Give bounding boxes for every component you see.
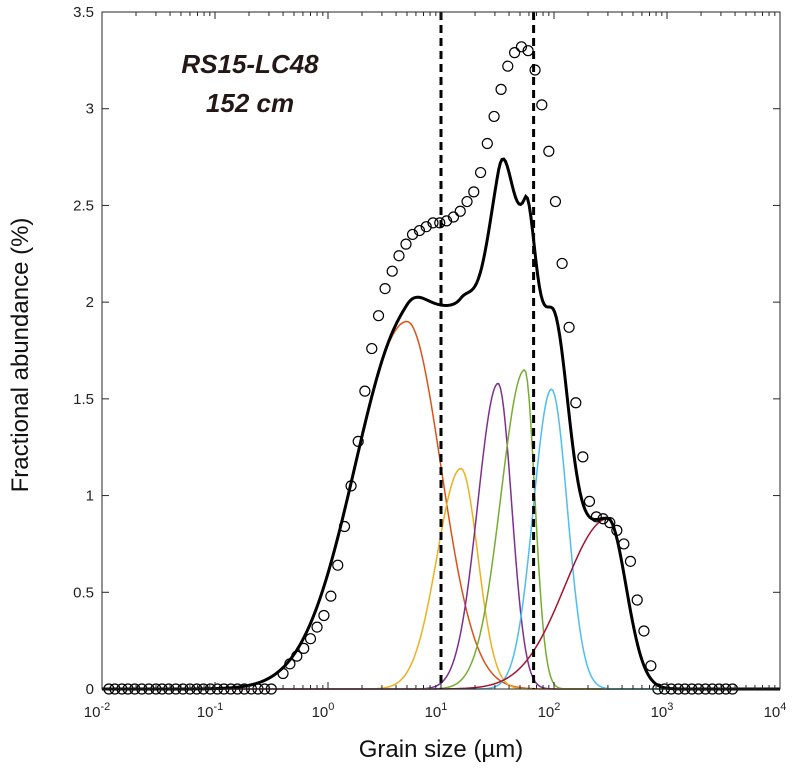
data-point [474,166,487,179]
data-point [570,397,582,409]
data-point [400,238,412,250]
data-point [386,265,398,277]
y-tick-label: 0.5 [73,584,94,601]
x-tick-label: 103 [651,701,674,721]
data-point [583,495,596,507]
data-point [304,633,317,645]
data-point [325,590,337,602]
data-point [454,205,466,217]
data-point [618,538,630,550]
y-tick-label: 0 [86,681,94,698]
data-point [434,217,446,229]
y-tick-label: 3 [86,101,94,118]
data-point [338,520,351,533]
data-point [468,186,480,198]
data-point [645,660,657,672]
data-point [291,650,303,662]
data-point [481,137,493,150]
data-point [318,609,330,622]
data-point [549,195,562,208]
x-tick-label: 101 [425,701,448,721]
y-tick-label: 3.5 [73,4,94,21]
data-point [624,555,637,567]
data-point [502,60,514,72]
data-point [420,221,432,233]
y-tick-label: 2 [86,294,94,311]
y-tick-label: 1.5 [73,391,94,408]
data-point [563,321,575,333]
x-tick-label: 104 [764,701,787,721]
data-point [413,224,426,237]
data-point [611,524,623,536]
data-point [590,511,602,523]
data-point [556,257,568,270]
data-point [366,342,378,355]
y-tick-label: 2.5 [73,197,94,214]
depth-label: 152 cm [206,88,294,118]
y-axis-title: Fractional abundance (%) [7,218,34,493]
x-tick-label: 100 [312,701,335,721]
vertical-reference-lines [439,12,536,689]
data-point [352,435,364,448]
data-point [577,451,589,463]
data-point [447,211,460,223]
data-point [284,658,296,670]
x-tick-label: 10-1 [197,701,223,721]
x-tick-labels: 10-2 10-1 100 101 102 103 104 [84,701,787,721]
data-point [427,217,439,229]
measured-points [103,41,739,695]
data-point [508,47,521,59]
data-point [631,594,643,606]
data-point [515,41,528,53]
data-point [461,195,473,208]
data-point [495,83,507,95]
data-point [393,250,405,262]
data-point [488,110,500,123]
data-point [372,310,385,322]
data-point [522,45,534,57]
y-tick-label: 1 [86,488,94,505]
x-tick-label: 102 [538,701,561,721]
data-point [406,228,419,241]
data-point [543,145,555,157]
x-tick-label: 10-2 [84,701,110,721]
data-point [359,385,371,397]
data-point [277,667,289,680]
data-point [311,621,323,633]
tick-marks [101,11,781,690]
y-tick-labels: 0 0.5 1 1.5 2 2.5 3 3.5 [73,4,94,698]
data-point [604,517,616,529]
sample-id-label: RS15-LC48 [181,49,319,79]
data-point [332,559,344,571]
data-point [298,642,310,654]
x-axis-title: Grain size (µm) [359,736,524,763]
data-point [638,625,650,637]
data-point [597,513,609,525]
data-point [529,64,541,76]
data-point [345,480,357,492]
data-point [536,99,548,111]
data-point [440,215,453,227]
data-point [379,283,391,295]
